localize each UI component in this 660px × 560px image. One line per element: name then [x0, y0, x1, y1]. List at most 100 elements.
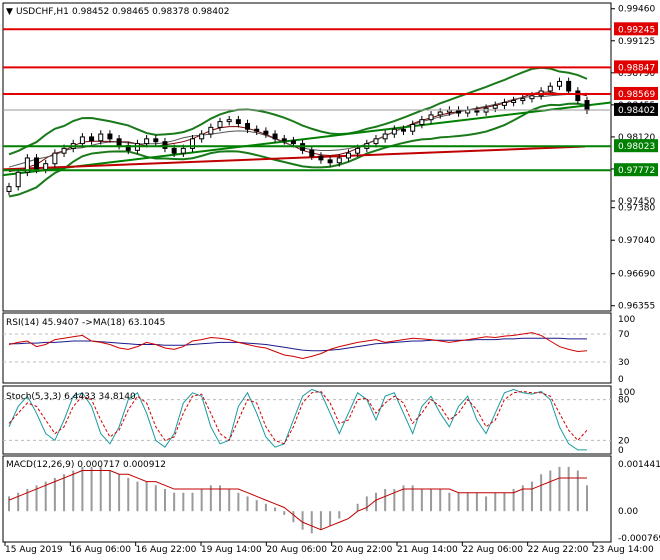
macd-panel[interactable] [2, 455, 612, 543]
y-tick-label-10: 0.96355 [618, 302, 655, 312]
candle-body [61, 147, 67, 154]
level-label-4: 0.97772 [618, 166, 655, 176]
candle-body [180, 147, 186, 154]
candle-body [465, 109, 471, 114]
moving-average-1 [8, 91, 588, 173]
rsi-tick-2: 30 [618, 358, 630, 368]
candle-body [345, 152, 351, 159]
y-tick-label-8: 0.97040 [618, 236, 655, 246]
candle-body [566, 80, 572, 92]
candle-body [89, 136, 95, 142]
candle-body [6, 186, 12, 192]
candle-body [584, 100, 590, 111]
candle-body [456, 109, 462, 114]
candle-body [153, 138, 159, 143]
y-tick-label-1: 0.99125 [618, 37, 655, 47]
candle-body [34, 157, 40, 170]
ohlc-readout: 0.98452 0.98465 0.98378 0.98402 [72, 7, 229, 17]
candle-body [162, 141, 168, 149]
candle-body [189, 138, 195, 149]
level-label-3: 0.98023 [618, 142, 655, 152]
candle-body [107, 133, 113, 140]
candle-body [437, 111, 443, 116]
x-tick-label-3: 19 Aug 14:00 [201, 545, 262, 555]
candle-body [254, 128, 260, 132]
candle-body [245, 123, 251, 130]
candle-body [171, 147, 177, 154]
rsi-tick-0: 100 [618, 315, 635, 325]
macd-tick-1: 0.00 [618, 507, 638, 517]
rsi-plot: 100 70 30 0 [3, 315, 635, 385]
rsi-panel[interactable] [2, 312, 612, 384]
candle-body [43, 163, 49, 170]
rsi-tick-1: 70 [618, 330, 630, 340]
y-tick-label-0: 0.99460 [618, 5, 655, 15]
level-badge-4 [614, 163, 658, 177]
trend-line-green [2, 101, 612, 177]
price-panel[interactable] [2, 2, 612, 312]
candle-body [575, 90, 581, 102]
candle-body [401, 128, 407, 132]
level-label-0: 0.99245 [618, 25, 655, 35]
rsi-tick-3: 0 [618, 375, 624, 385]
candle-body [373, 138, 379, 145]
x-tick-label-1: 16 Aug 06:00 [70, 545, 131, 555]
stoch-signal-line [8, 390, 588, 445]
bollinger-upper [8, 66, 588, 156]
dropdown-arrow-icon[interactable]: ▼ [6, 7, 13, 17]
price-plot: 0.994600.991250.987900.984550.981200.977… [2, 5, 658, 312]
y-tick-label-6: 0.97450 [618, 197, 655, 207]
y-tick-label-9: 0.96690 [618, 270, 655, 280]
candle-body [501, 101, 507, 106]
candle-body [428, 114, 434, 121]
level-badge-1 [614, 60, 658, 74]
x-tick-label-4: 20 Aug 06:00 [266, 545, 327, 555]
x-tick-label-9: 23 Aug 14:00 [593, 545, 654, 555]
stoch-title: Stoch(5,3,3) 6.4433 34.8140 [6, 392, 136, 402]
current-price-badge [614, 102, 658, 116]
candle-body [318, 155, 324, 161]
candle-body [492, 104, 498, 109]
candle-body [116, 138, 122, 147]
rsi-ma-line [9, 337, 587, 352]
x-tick-label-7: 22 Aug 06:00 [462, 545, 523, 555]
candle-body [272, 133, 278, 140]
candle-body [520, 98, 526, 102]
candle-body [391, 128, 397, 135]
symbol-label: USDCHF,H1 [16, 7, 69, 17]
y-tick-label-7: 0.97380 [618, 204, 655, 214]
current-price-label: 0.98402 [618, 106, 655, 116]
candle-body [511, 100, 517, 103]
stoch-panel[interactable] [2, 385, 612, 455]
macd-tick-2: -0.000769 [618, 534, 660, 544]
candle-body [382, 133, 388, 140]
candle-body [419, 119, 425, 125]
candle-body [208, 126, 214, 135]
candle-body [226, 119, 232, 123]
rsi-line [8, 332, 588, 360]
macd-title: MACD(12,26,9) 0.000717 0.000912 [6, 460, 166, 470]
stoch-tick-1: 80 [618, 396, 630, 406]
candle-body [98, 133, 104, 142]
level-label-2: 0.98569 [618, 90, 655, 100]
x-axis: 15 Aug 2019 16 Aug 06:00 16 Aug 22:00 19 Au… [4, 542, 654, 555]
level-badge-2 [614, 86, 658, 100]
candle-body [144, 138, 150, 145]
x-tick-label-2: 16 Aug 22:00 [136, 545, 197, 555]
level-label-1: 0.98847 [618, 63, 655, 73]
level-badge-3 [614, 139, 658, 153]
candle-body [52, 152, 58, 165]
x-tick-label-0: 15 Aug 2019 [5, 545, 63, 555]
candle-body [290, 140, 296, 145]
candle-body [15, 171, 21, 188]
candle-body [79, 136, 85, 145]
x-tick-label-5: 20 Aug 22:00 [332, 545, 393, 555]
level-badge-0 [614, 22, 658, 36]
trend-line-red [2, 145, 586, 171]
candle-body [281, 138, 287, 142]
candle-body [309, 149, 315, 157]
bollinger-lower [8, 102, 588, 198]
candle-body [556, 80, 562, 87]
